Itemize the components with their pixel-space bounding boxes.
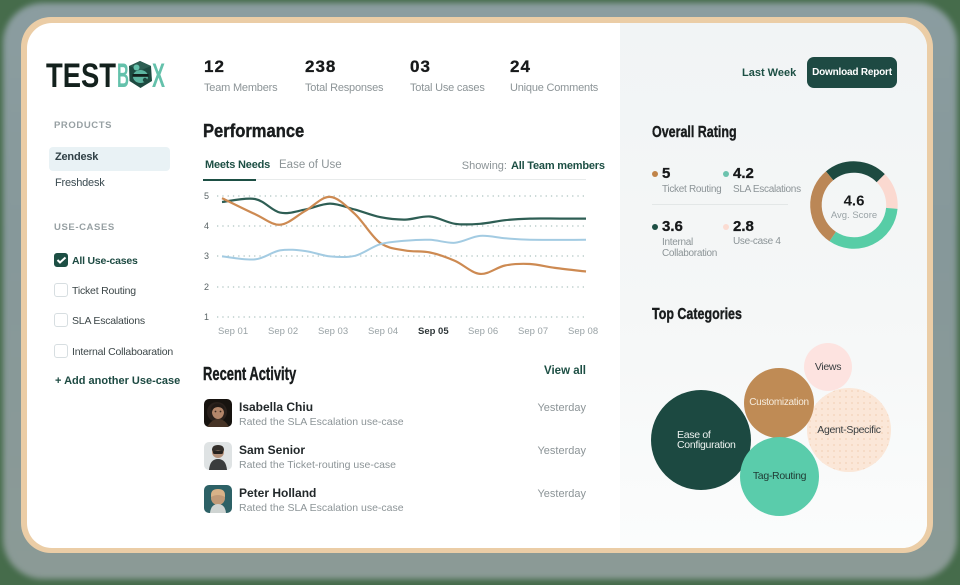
svg-text:5: 5 [204,191,209,201]
svg-text:1: 1 [204,312,209,322]
svg-text:4: 4 [204,221,209,231]
svg-text:B: B [117,60,129,91]
svg-text:X: X [152,60,165,91]
svg-text:2: 2 [204,282,209,292]
svg-text:4.6: 4.6 [844,193,865,210]
svg-text:Avg. Score: Avg. Score [831,210,877,221]
svg-text:TEST: TEST [46,60,116,91]
svg-text:3: 3 [204,251,209,261]
